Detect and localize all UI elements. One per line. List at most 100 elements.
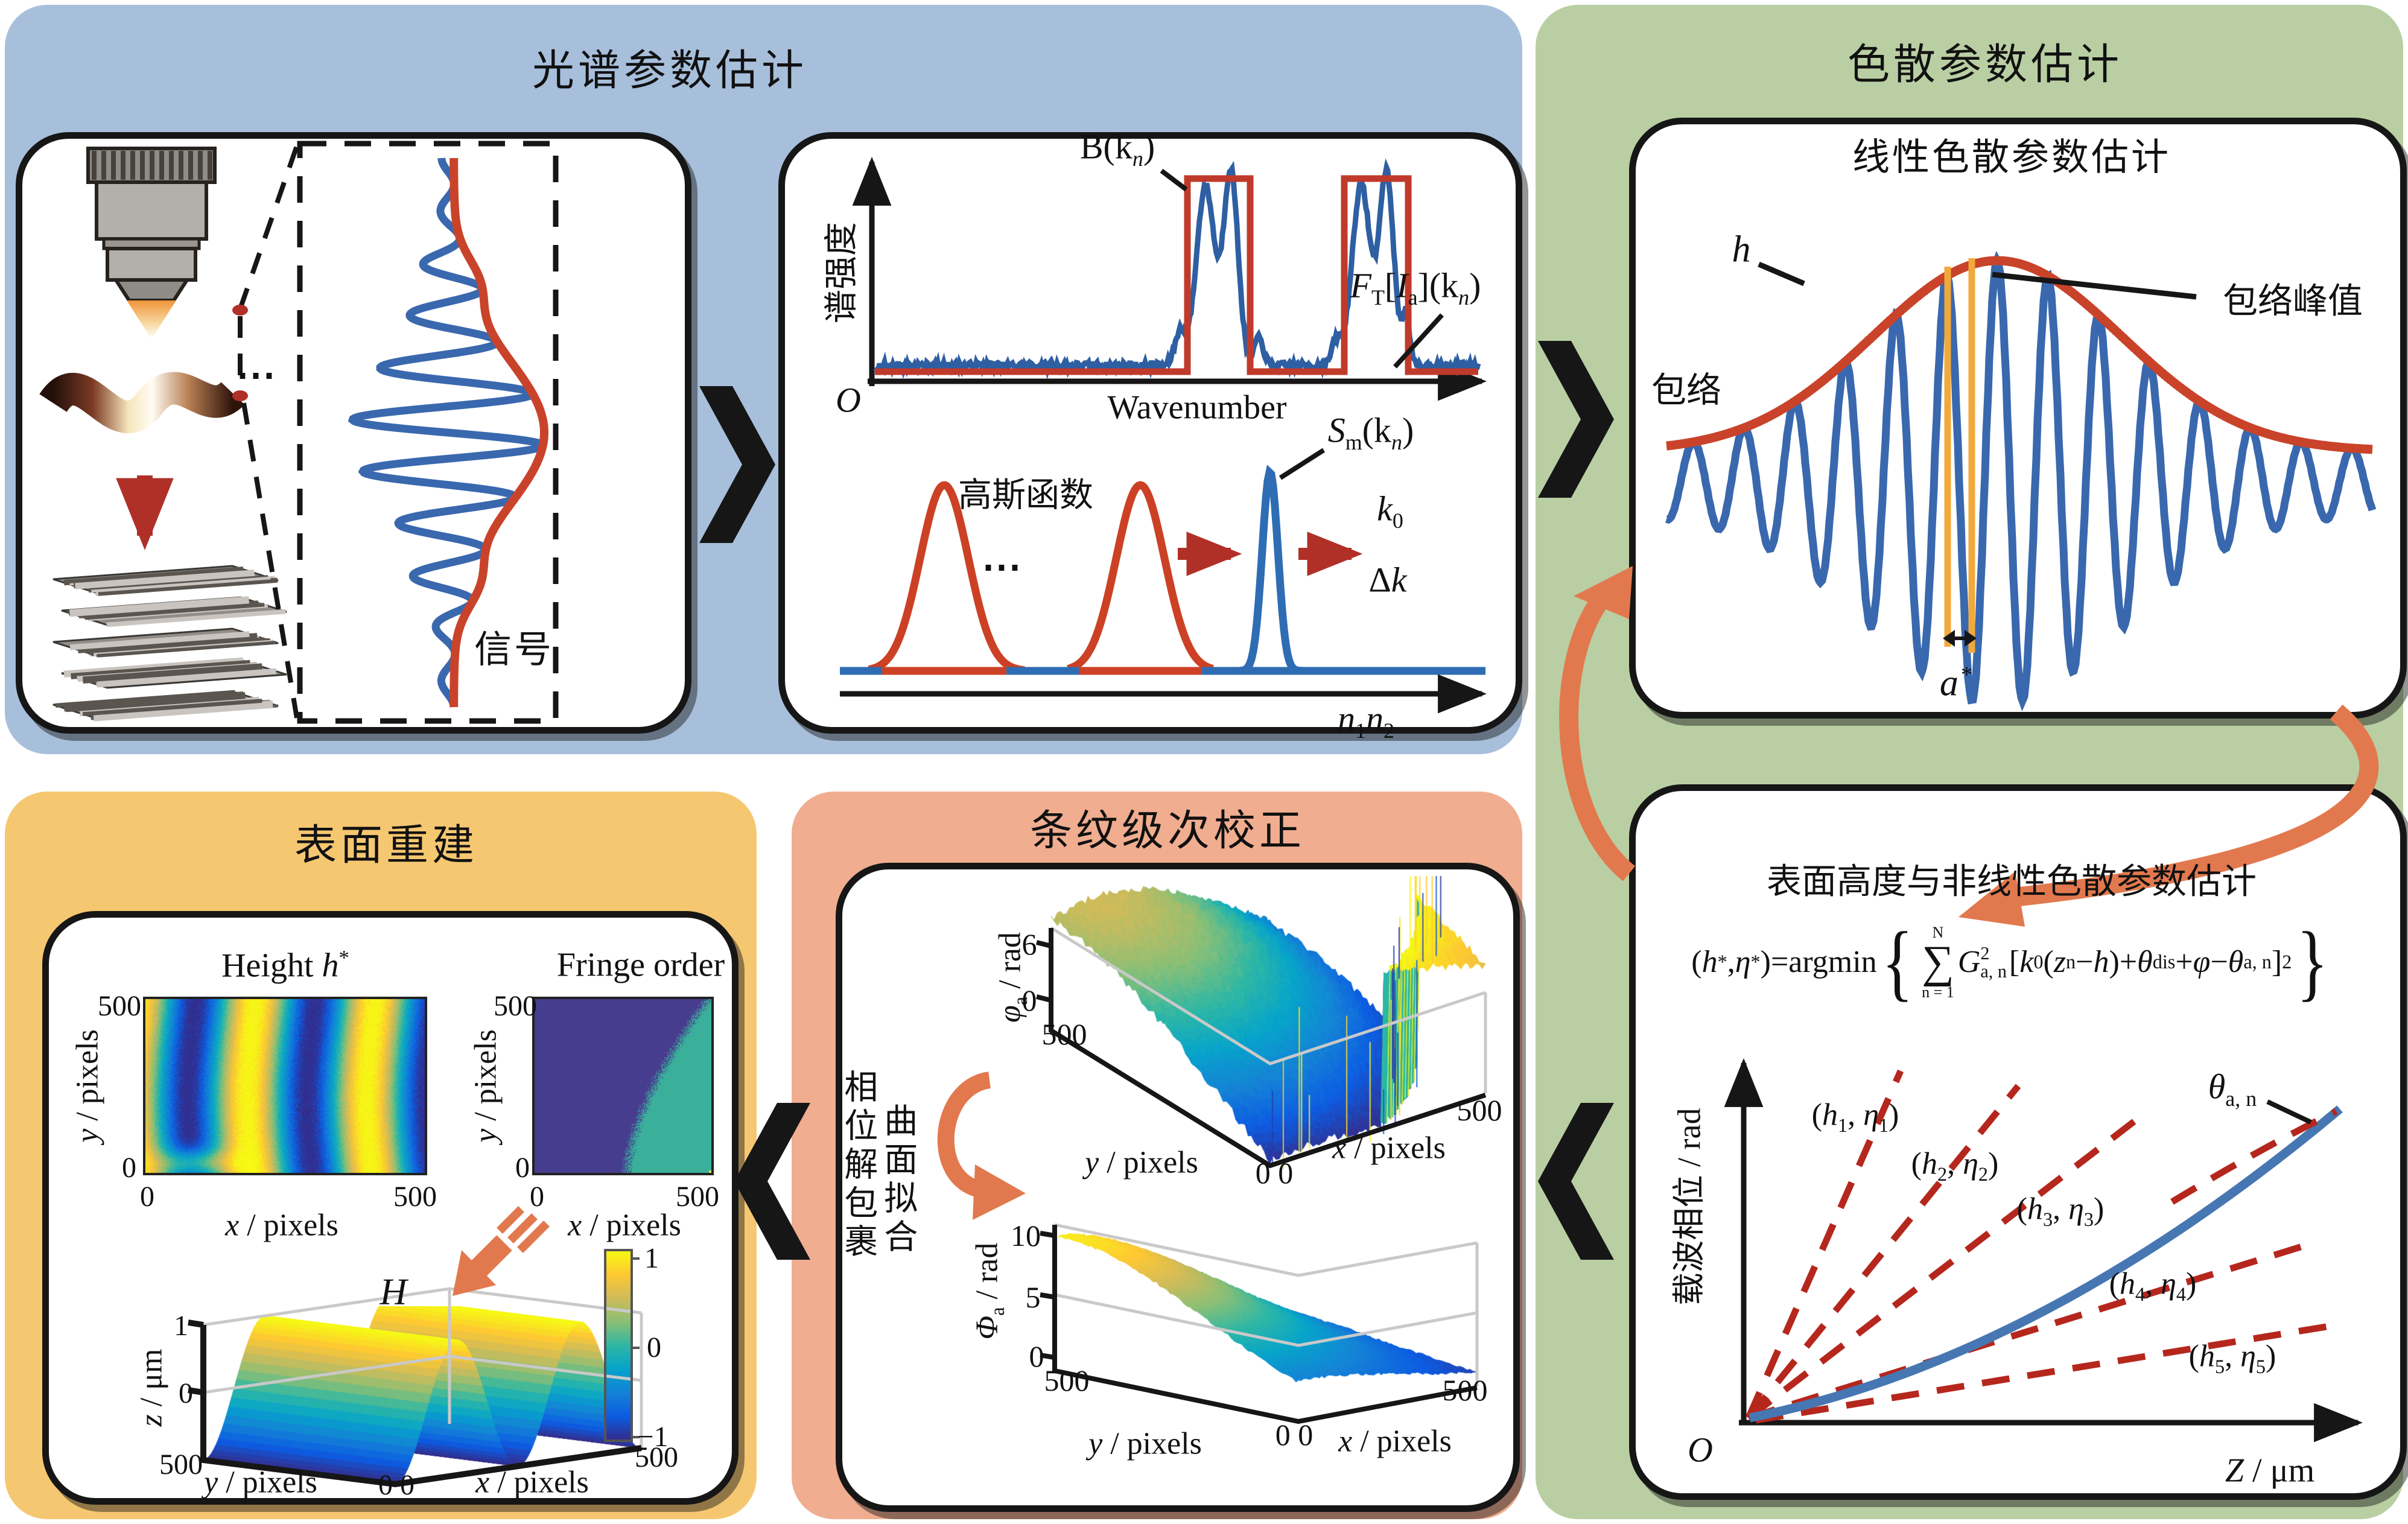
phia-ztick-0: 0 — [1021, 983, 1037, 1017]
chevron-right-1 — [699, 386, 775, 543]
boxcar-curve — [875, 175, 1478, 375]
H-ztick-0: 0 — [179, 1377, 193, 1409]
h-eta-3: (h3, η3) — [2016, 1192, 2105, 1230]
Phia-ylabel: y / pixels — [1088, 1426, 1202, 1461]
signal-envelope-curve — [450, 158, 548, 707]
scan-dot-top — [232, 305, 248, 316]
cycle-arrowhead-down — [1958, 871, 2025, 927]
colorbar — [605, 1250, 632, 1441]
H-ylabel: y / pixels — [204, 1465, 317, 1500]
phia-ztick-6: 6 — [1021, 927, 1037, 961]
phia-ylabel: y / pixels — [1085, 1145, 1198, 1180]
height-map-title: Height h* — [221, 945, 349, 985]
fringe-map-title: Fringe order — [556, 946, 725, 984]
stack-ellipsis: ⋯ — [236, 353, 276, 398]
hmap-ylabel: y / pixels — [70, 1029, 105, 1143]
bk-label: B(kn) — [1079, 127, 1155, 171]
ft-label: FT[Ia](kn) — [1350, 265, 1481, 310]
phia-xlabel: x / pixels — [1332, 1131, 1446, 1166]
gaussian-1 — [868, 481, 1025, 675]
scan-dot-bottom — [232, 390, 248, 401]
hmap-xtick-500: 500 — [393, 1180, 437, 1213]
gauss-label: 高斯函数 — [958, 477, 1093, 515]
fmap-xtick-500: 500 — [676, 1180, 719, 1213]
theta-an-label: θa, n — [2208, 1067, 2257, 1111]
cbar-tick-1: 1 — [644, 1242, 659, 1274]
spectrum-xlabel: Wavenumber — [1107, 389, 1287, 427]
fmap-ytick-0: 0 — [515, 1151, 530, 1184]
envelope-label: 包络 — [1651, 370, 1722, 410]
phia-y500: 500 — [1041, 1017, 1087, 1051]
panel-title-spectral: 光谱参数估计 — [532, 48, 807, 95]
interference-sheet-icon — [39, 372, 245, 433]
h-eta-5: (h5, η5) — [2188, 1339, 2276, 1377]
panel-title-dispersion: 色散参数估计 — [1847, 42, 2123, 89]
phia-backwall — [1050, 926, 1487, 1093]
chevron-right-2 — [1538, 341, 1614, 498]
panel-title-fringe: 条纹级次校正 — [1030, 808, 1305, 855]
a-star-label: a* — [1939, 662, 1975, 704]
fmap-xtick-0: 0 — [530, 1180, 544, 1213]
Phia-axes — [1040, 1225, 1478, 1424]
carrier-phase-axes — [1724, 1058, 2363, 1443]
fmap-ytick-500: 500 — [494, 989, 537, 1022]
height-map — [145, 999, 425, 1173]
h-eta-dashed-lines — [1745, 1069, 2342, 1424]
microscope-objective-icon — [86, 147, 217, 339]
H-zlabel: z / μm — [134, 1348, 169, 1427]
hmap-xlabel: x / pixels — [225, 1208, 338, 1243]
H-ytick-500: 500 — [159, 1448, 203, 1481]
ft-pointer — [1393, 313, 1444, 369]
theta-pointer — [2266, 1099, 2312, 1125]
Phia-ztick-0: 0 — [1029, 1339, 1044, 1373]
spectrum-noisy-curve — [872, 158, 1481, 379]
recon-striped-arrow — [453, 1206, 550, 1296]
n12-label: n1n2 — [1338, 699, 1394, 743]
tangent-dashed — [2170, 1108, 2338, 1205]
spectrum-origin: O — [836, 380, 861, 420]
signal-label: 信号 — [474, 629, 554, 671]
Phia-backwall — [1054, 1223, 1479, 1386]
cycle-arrowhead-up — [1574, 566, 1633, 619]
phia-surface-plot — [1026, 876, 1490, 1172]
burst-envelope-curve — [1666, 256, 2373, 454]
phia-x500: 500 — [1457, 1093, 1502, 1127]
card-title-linear: 线性色散参数估计 — [1852, 137, 2171, 179]
burst-carrier-curve — [1665, 250, 2377, 712]
carrier-ylabel: 载波相位 / rad — [1671, 1108, 1708, 1306]
k0-label: k0 — [1377, 489, 1403, 533]
theta-curve — [1749, 1105, 2343, 1423]
cbar-tick-0: 0 — [647, 1331, 661, 1364]
colorbar-frame — [604, 1249, 633, 1442]
h-pointer — [1758, 261, 1805, 287]
fringe-image-stack-icon — [52, 565, 287, 722]
light-cone — [127, 300, 176, 339]
h-eta-1: (h1, η1) — [1811, 1097, 1899, 1136]
fmap-ylabel: y / pixels — [468, 1029, 503, 1143]
chevron-left-2 — [734, 1103, 810, 1260]
fringe-order-map — [534, 999, 712, 1173]
argmin-formula: (h *, η *)=argmin{N ∑ n = 1 G 2 a, n[k 0(z n − h)+ θ… — [1691, 914, 2328, 1009]
panel-title-recon: 表面重建 — [294, 822, 478, 869]
height-map-frame — [143, 997, 427, 1175]
phia-axes — [1036, 928, 1487, 1169]
Phia-y500: 500 — [1044, 1363, 1090, 1397]
zoom-wedge-dashes — [238, 145, 299, 719]
unwrap-cycle-arrow — [937, 1072, 1026, 1220]
fringe-map-frame — [532, 997, 714, 1175]
fmap-xlabel: x / pixels — [568, 1208, 681, 1243]
Phia-xlabel: x / pixels — [1338, 1424, 1452, 1459]
spectrum-ylabel: 谱强度 — [823, 222, 861, 323]
chevron-left-1 — [1538, 1103, 1614, 1260]
hmap-ytick-0: 0 — [122, 1151, 136, 1184]
carrier-origin: O — [1688, 1430, 1713, 1470]
h-label: h — [1732, 229, 1753, 270]
bk-pointer — [1160, 168, 1188, 192]
dk-label: Δk — [1368, 560, 1407, 600]
a-star-width-arrow — [1943, 630, 1977, 647]
sm-label: Sm(kn) — [1327, 410, 1414, 454]
cbar-tick-neg1: −1 — [637, 1420, 669, 1453]
Phia-x500: 500 — [1442, 1373, 1488, 1407]
